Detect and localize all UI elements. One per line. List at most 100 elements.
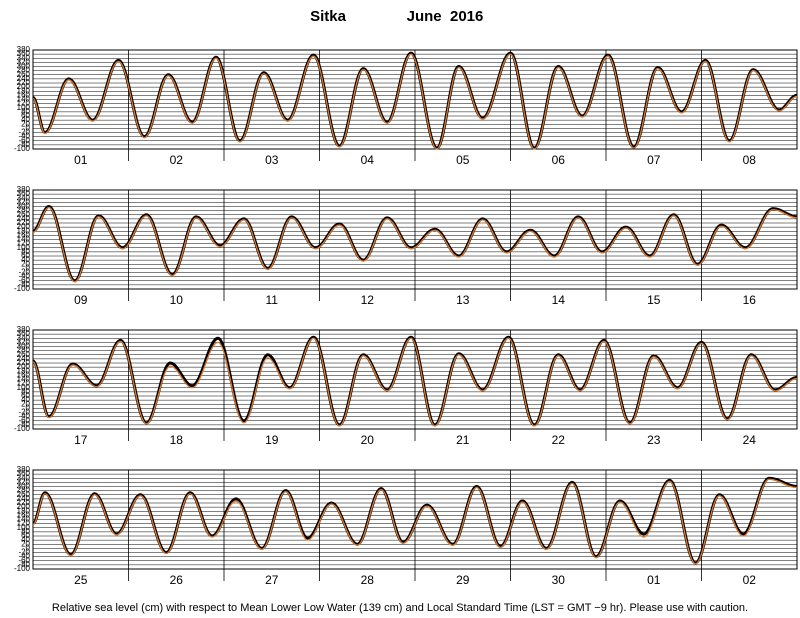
day-label: 18 [170,433,184,447]
y-tick-label: 220 [17,218,31,227]
y-tick-label: 60 [21,111,30,120]
y-tick-label: -60 [18,556,30,565]
y-tick-label: 360 [17,49,31,58]
y-tick-label: 320 [17,197,31,206]
day-label: 01 [647,573,661,587]
y-tick-label: 80 [21,247,30,256]
y-tick-label: 40 [21,115,30,124]
tide-line [32,53,798,150]
y-tick-label: 140 [17,235,31,244]
y-tick-label: 20 [21,539,30,548]
y-tick-label: 240 [17,494,31,503]
y-tick-label: 340 [17,193,31,202]
y-tick-label: 160 [17,370,31,379]
day-label: 03 [265,153,279,167]
day-label: 23 [647,433,661,447]
y-tick-label: 280 [17,206,31,215]
y-tick-label: -100 [14,564,31,573]
day-label: 16 [743,293,757,307]
y-tick-label: 180 [17,226,31,235]
y-tick-label: 20 [21,119,30,128]
y-tick-label: 340 [17,333,31,342]
y-tick-label: -60 [18,416,30,425]
y-tick-label: 80 [21,387,30,396]
y-tick-label: 300 [17,482,31,491]
y-tick-label: 180 [17,366,31,375]
y-tick-label: 220 [17,358,31,367]
y-tick-label: 300 [17,62,31,71]
y-tick-label: 200 [17,222,31,231]
day-label: 14 [552,293,566,307]
y-tick-label: 320 [17,57,31,66]
footnote: Relative sea level (cm) with respect to … [52,602,748,614]
y-tick-label: 360 [17,189,31,198]
y-tick-label: -80 [18,280,30,289]
day-label: 09 [74,293,88,307]
y-tick-label: -20 [18,408,30,417]
y-tick-label: -100 [14,284,31,293]
y-tick-label: 60 [21,531,30,540]
tide-line [32,337,798,427]
y-tick-label: -20 [18,268,30,277]
y-tick-label: 280 [17,486,31,495]
y-tick-label: 380 [17,185,31,194]
y-tick-label: 260 [17,350,31,359]
y-tick-label: 280 [17,346,31,355]
plot-frame [32,189,798,290]
y-tick-label: 40 [21,255,30,264]
y-tick-label: 0 [26,543,31,552]
y-tick-label: 200 [17,362,31,371]
y-tick-label: 380 [17,45,31,54]
plot-frame [32,329,798,430]
day-label: 13 [456,293,470,307]
y-tick-label: 220 [17,78,31,87]
y-tick-label: 180 [17,506,31,515]
y-tick-label: 360 [17,329,31,338]
y-tick-label: 320 [17,477,31,486]
day-label: 20 [361,433,375,447]
y-tick-label: -40 [18,412,30,421]
day-label: 07 [647,153,661,167]
tide-line [32,206,798,283]
y-tick-label: 60 [21,391,30,400]
day-label: 08 [743,153,757,167]
plot-frame [32,469,798,570]
day-label: 15 [647,293,661,307]
y-tick-label: 160 [17,90,31,99]
y-tick-label: 360 [17,469,31,478]
y-tick-label: -20 [18,548,30,557]
y-tick-label: 40 [21,395,30,404]
y-tick-label: 80 [21,107,30,116]
y-tick-label: 100 [17,243,31,252]
plot-frame [32,49,798,150]
y-tick-label: 200 [17,82,31,91]
y-tick-label: 120 [17,99,31,108]
y-tick-label: -60 [18,136,30,145]
y-tick-label: 100 [17,103,31,112]
y-tick-label: 340 [17,53,31,62]
y-tick-label: 0 [26,263,31,272]
y-tick-label: 200 [17,502,31,511]
day-label: 26 [170,573,184,587]
y-tick-label: 260 [17,490,31,499]
y-tick-label: 60 [21,251,30,260]
y-tick-label: 160 [17,510,31,519]
day-label: 02 [170,153,184,167]
y-tick-label: 240 [17,74,31,83]
y-tick-label: 380 [17,465,31,474]
y-tick-label: 240 [17,214,31,223]
y-tick-label: -40 [18,552,30,561]
y-tick-label: 260 [17,210,31,219]
y-tick-label: 120 [17,379,31,388]
y-tick-label: 100 [17,523,31,532]
day-label: 01 [74,153,88,167]
y-tick-label: 180 [17,86,31,95]
day-label: 04 [361,153,375,167]
tide-line [32,478,798,565]
y-tick-label: 80 [21,527,30,536]
y-tick-label: 320 [17,337,31,346]
y-tick-label: -20 [18,128,30,137]
y-tick-label: 140 [17,375,31,384]
